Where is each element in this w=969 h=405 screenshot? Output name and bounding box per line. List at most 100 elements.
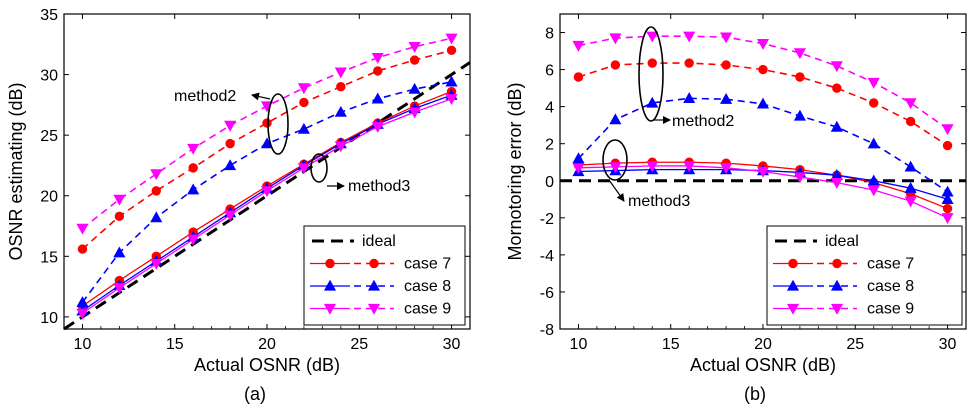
data-point-case-8 [572,152,585,164]
data-point-case-8 [408,82,421,94]
data-point-case-8 [830,120,843,132]
y-tick-label: -4 [540,248,554,265]
data-point-case-9 [756,38,770,50]
data-point-case-7 [446,45,457,56]
y-tick-label: 6 [545,63,554,80]
x-tick-label: 15 [166,336,184,353]
data-point-case-7 [684,58,694,68]
data-point-case-9 [371,122,384,133]
data-point-case-9 [297,163,310,175]
annotation-ellipse [602,139,628,181]
data-point-case-8 [646,96,659,108]
data-point-case-9 [113,194,126,206]
data-point-case-9 [830,61,843,73]
x-tick-label: 20 [754,336,772,353]
data-point-case-9 [260,186,274,198]
annotation-arrow [608,179,625,202]
y-axis-label: Mornotoring error (dB) [505,82,525,260]
x-tick-label: 10 [74,336,92,353]
data-point-case-9 [646,31,659,43]
figure-caption: (b) [744,384,766,404]
data-point-case-9 [297,83,310,95]
data-point-case-8 [113,246,126,258]
data-point-case-9 [187,234,200,246]
data-point-case-7 [647,58,657,68]
legend-marker [367,279,381,291]
data-point-case-7 [721,60,731,70]
annotation-ellipse [638,26,664,122]
x-tick-label: 30 [939,336,957,353]
series-line-dashed-case-9 [81,37,452,230]
y-tick-label: 15 [40,249,58,266]
data-point-case-8 [445,75,458,87]
y-tick-label: -6 [540,285,554,302]
data-point-case-9 [720,163,733,175]
data-point-case-9 [445,33,458,45]
legend-label: case 7 [867,256,914,273]
annotation-label: method2 [672,113,734,130]
legend-marker [786,279,800,291]
series-line-dashed-case-7 [81,49,452,250]
data-point-case-9 [224,210,237,222]
data-point-case-9 [609,162,622,174]
data-point-case-9 [76,223,89,235]
y-tick-label: 0 [545,174,554,191]
data-point-case-7 [114,211,125,222]
data-point-case-9 [720,32,733,44]
data-point-case-7 [905,116,916,127]
x-axis-label: Actual OSNR (dB) [194,355,340,375]
data-point-case-9 [646,161,659,173]
legend: ideal case 7 case 8 case 9 [766,225,963,326]
data-point-case-8 [187,183,200,195]
data-point-case-9 [334,67,347,79]
y-tick-label: 30 [40,68,58,85]
data-point-case-9 [408,42,421,53]
data-point-case-7 [262,118,272,128]
data-point-case-7 [758,64,768,75]
x-tick-label: 25 [846,336,864,353]
data-point-case-9 [76,308,89,320]
data-point-case-7 [299,97,309,108]
data-point-case-7 [573,72,584,82]
y-tick-label: 2 [545,137,554,154]
data-point-case-9 [334,141,347,153]
data-point-case-8 [867,174,880,186]
data-point-case-9 [904,98,917,110]
legend-label: case 9 [867,301,914,318]
data-point-case-8 [334,105,347,117]
annotation-ellipse [310,153,328,183]
data-point-case-9 [609,33,622,45]
data-point-case-9 [113,283,126,295]
data-point-case-9 [867,77,880,89]
data-point-case-9 [793,48,806,60]
data-point-case-7 [832,83,842,93]
data-point-case-8 [609,113,622,125]
data-point-case-7 [409,55,420,65]
legend-marker [325,258,335,269]
annotation-label: method2 [174,88,236,105]
data-point-case-7 [610,60,621,70]
data-point-case-8 [297,122,310,134]
data-point-case-9 [683,161,696,173]
series-line-dashed-case-8 [577,97,948,193]
y-tick-label: 8 [545,26,554,43]
data-point-case-9 [408,107,421,119]
data-point-case-8 [904,160,917,172]
legend-marker [788,258,798,269]
y-tick-label: 20 [40,189,58,206]
legend-marker [830,279,844,291]
annotation-label: method3 [628,193,690,210]
data-point-case-9 [904,196,917,208]
data-point-case-7 [188,163,198,173]
legend-marker [786,303,800,315]
data-point-case-9 [793,172,806,184]
data-point-case-8 [867,137,880,149]
data-point-case-8 [793,109,806,121]
legend-label: case 9 [404,301,451,318]
x-axis-label: Actual OSNR (dB) [690,355,836,375]
legend-label: ideal [362,233,396,250]
annotation-arrow [251,92,271,101]
y-tick-label: -8 [540,322,554,339]
data-point-case-7 [869,98,879,108]
